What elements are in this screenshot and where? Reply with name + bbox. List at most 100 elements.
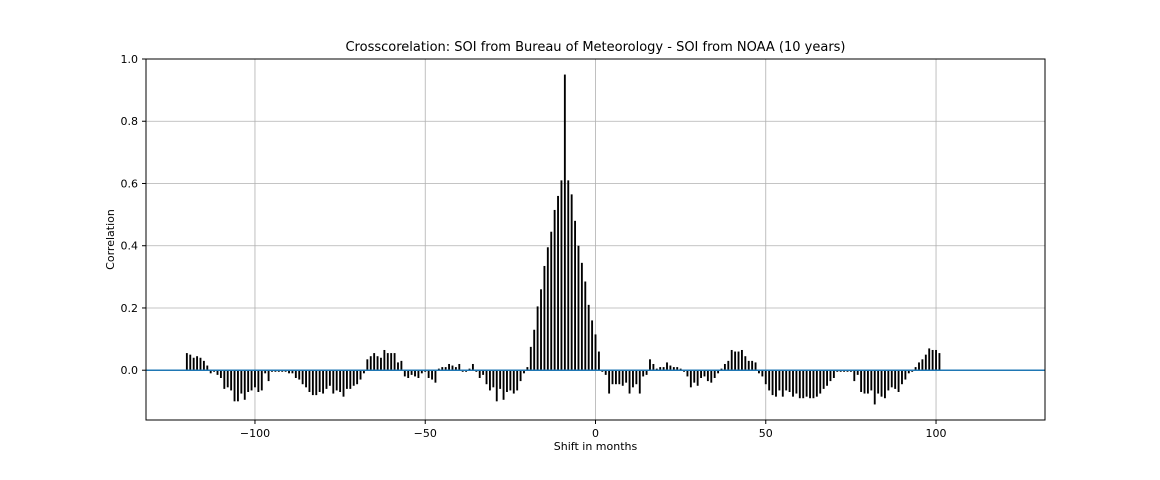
bar [884, 370, 886, 399]
bar [380, 357, 382, 371]
bar [751, 360, 754, 371]
bar [785, 370, 788, 391]
bar [717, 370, 720, 374]
bar [431, 370, 433, 380]
bar [764, 370, 767, 385]
bar [911, 370, 914, 372]
bar [356, 370, 359, 385]
bar [662, 367, 665, 371]
chart-title: Crosscorelation: SOI from Bureau of Mete… [345, 40, 845, 55]
bar [465, 370, 468, 372]
ticks: −100 −50 0 50 100 0.0 0.2 0.4 0.6 0.8 1.0 [121, 53, 947, 440]
bar [557, 195, 559, 371]
bar [723, 363, 726, 371]
bar [659, 367, 662, 371]
bar [798, 370, 801, 399]
bar [386, 353, 389, 371]
bar [703, 370, 706, 377]
y-tick-label: 1.0 [121, 53, 139, 66]
bar [315, 370, 318, 396]
bar [308, 370, 311, 392]
bar [853, 370, 856, 382]
y-tick-label: 0.6 [121, 177, 139, 190]
bar [836, 370, 839, 372]
bar [271, 370, 273, 372]
bar [247, 370, 250, 392]
bar [437, 368, 440, 371]
bar [199, 357, 202, 371]
bar [815, 370, 818, 397]
bar [390, 353, 393, 371]
bar [291, 370, 294, 374]
bar [339, 370, 342, 392]
bar [771, 370, 774, 396]
bar [870, 370, 873, 391]
bar [679, 368, 682, 371]
bar [686, 370, 689, 377]
bar [655, 368, 658, 371]
bar [495, 370, 498, 402]
bar [305, 370, 307, 388]
bar [696, 370, 699, 386]
bar [373, 353, 376, 371]
bar [233, 370, 236, 402]
bar [781, 370, 784, 397]
bar [778, 370, 781, 391]
bar [826, 370, 828, 386]
bar [839, 370, 842, 372]
y-tick-label: 0.8 [121, 115, 139, 128]
bar [938, 353, 941, 371]
bar [567, 180, 570, 371]
bar [935, 349, 937, 371]
bar [461, 370, 464, 372]
bar [509, 370, 512, 391]
bar [931, 349, 934, 371]
bar [213, 370, 216, 372]
bar [311, 370, 314, 396]
y-tick-label: 0.0 [121, 364, 139, 377]
bar [863, 370, 866, 394]
bar [393, 353, 396, 371]
bar [458, 363, 461, 371]
bar [397, 362, 399, 371]
bar [277, 370, 280, 372]
bar [536, 306, 539, 371]
bar [499, 370, 502, 389]
bar [322, 370, 325, 394]
bar [526, 367, 529, 371]
bar [795, 370, 798, 394]
bar [706, 370, 709, 382]
bar [563, 74, 566, 371]
bar [223, 370, 226, 389]
bar [366, 359, 369, 371]
bar [901, 370, 903, 385]
bar [652, 363, 655, 371]
bar [849, 370, 852, 372]
bar [775, 370, 777, 397]
bar [424, 370, 427, 372]
bar [369, 356, 372, 371]
bar [540, 289, 542, 371]
x-axis-label: Shift in months [554, 440, 638, 453]
bar [928, 348, 931, 371]
bar [877, 370, 880, 394]
bar [805, 370, 808, 397]
bar [485, 370, 488, 385]
bar [894, 370, 897, 389]
bar [202, 360, 205, 371]
bar [921, 359, 924, 371]
bar [441, 367, 444, 371]
bar [376, 356, 379, 371]
bar [843, 370, 846, 372]
bar [301, 370, 304, 385]
x-tick-label: −50 [414, 427, 437, 440]
bar [740, 349, 743, 371]
bar [730, 349, 733, 371]
bar [734, 351, 737, 371]
bar [829, 370, 832, 382]
bar [546, 247, 549, 371]
bar [584, 281, 587, 371]
bar [832, 370, 835, 378]
bar [591, 320, 594, 371]
